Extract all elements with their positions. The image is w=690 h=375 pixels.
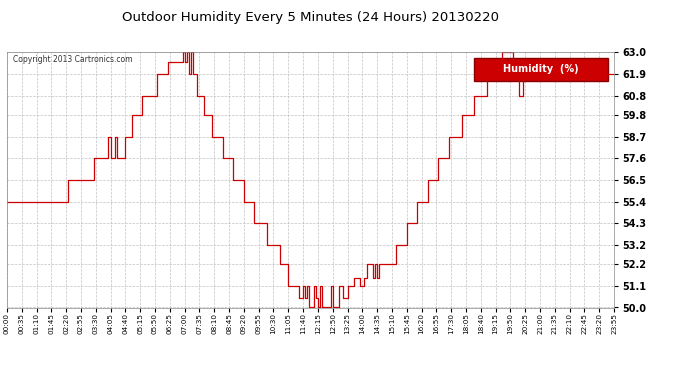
Text: Copyright 2013 Cartronics.com: Copyright 2013 Cartronics.com [13,55,132,64]
Text: Outdoor Humidity Every 5 Minutes (24 Hours) 20130220: Outdoor Humidity Every 5 Minutes (24 Hou… [122,11,499,24]
FancyBboxPatch shape [475,58,608,81]
Text: Humidity  (%): Humidity (%) [504,64,579,74]
